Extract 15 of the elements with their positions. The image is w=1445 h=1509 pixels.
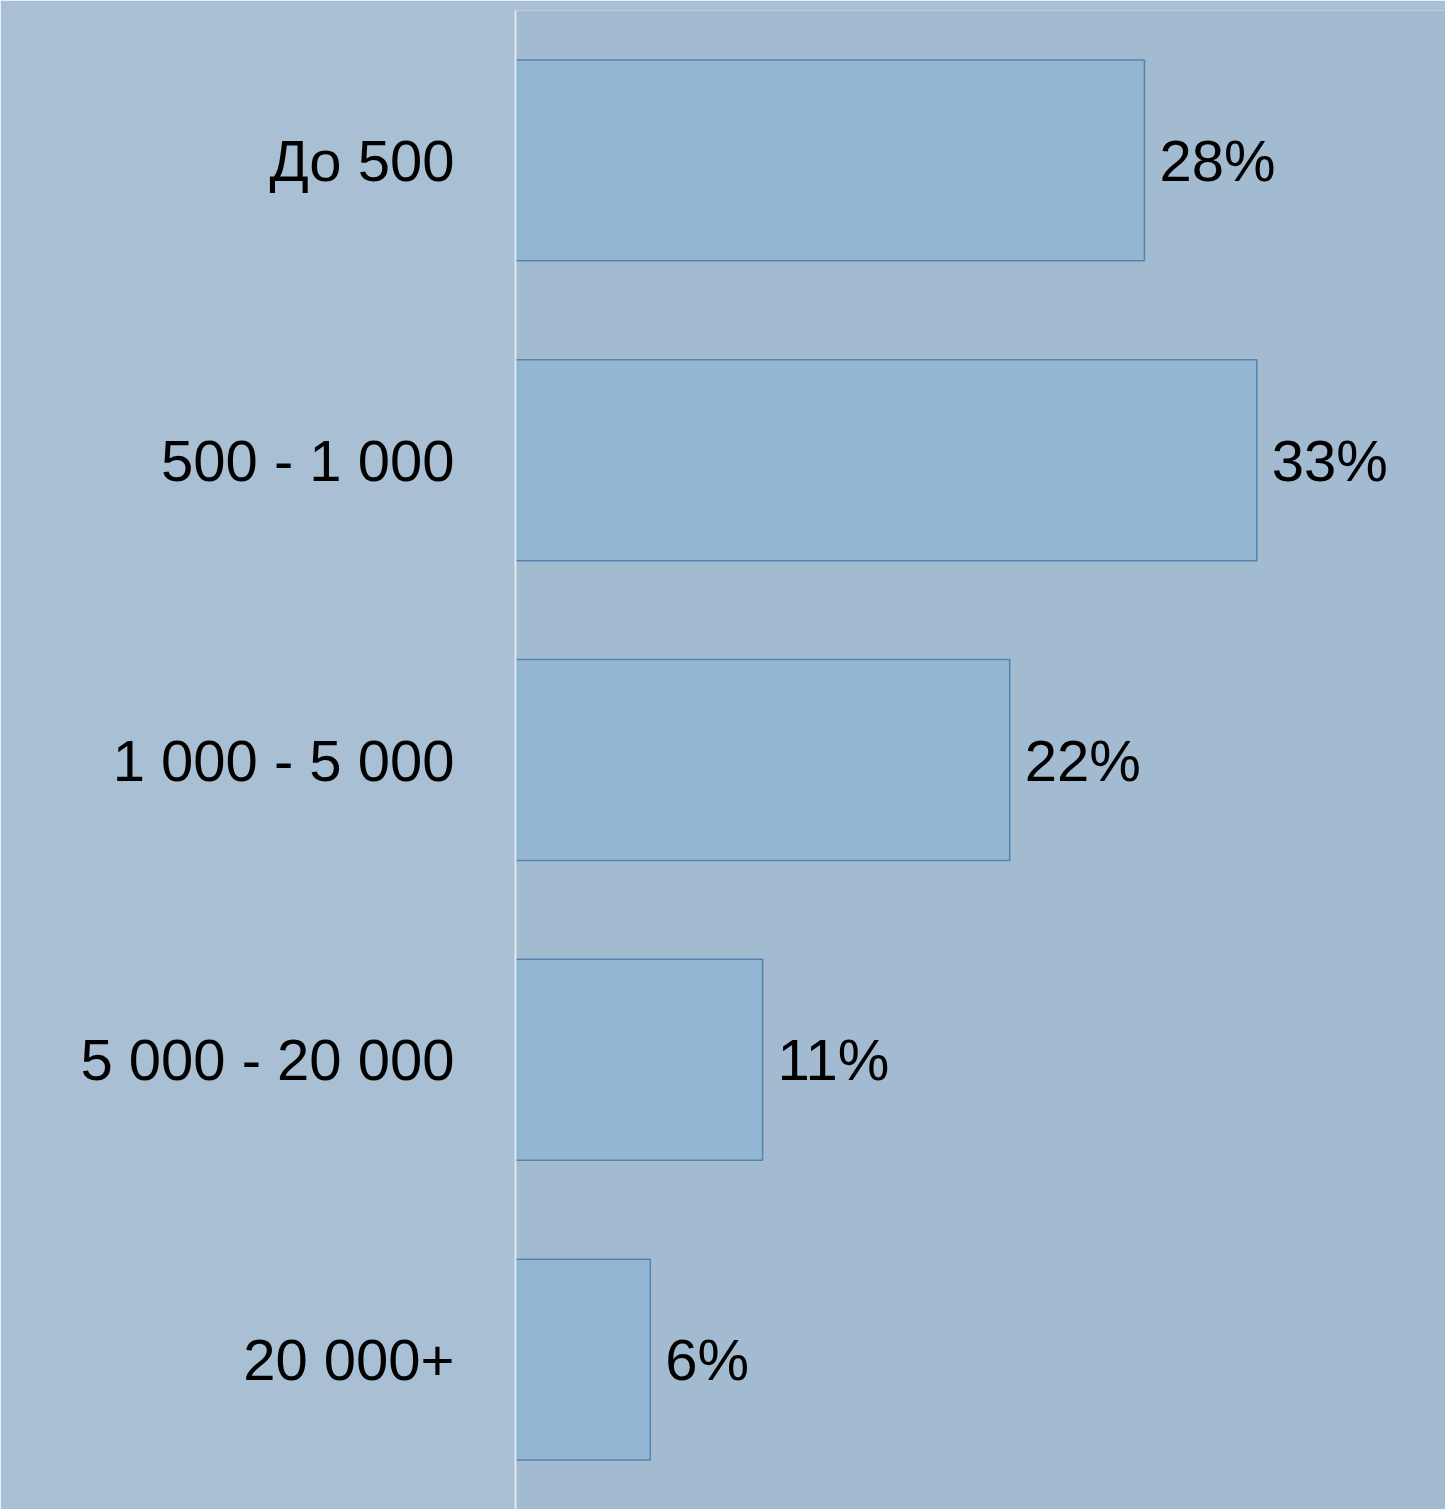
data-label: 33%	[1271, 427, 1388, 493]
data-label: 28%	[1159, 127, 1276, 193]
y-tick-label: 20 000+	[243, 1327, 455, 1393]
bar	[515, 59, 1146, 262]
bar	[515, 958, 764, 1161]
bar	[515, 658, 1011, 862]
y-tick-label: 500 - 1 000	[161, 427, 455, 493]
data-label: 22%	[1024, 727, 1141, 793]
y-tick-label: До 500	[269, 127, 455, 193]
y-tick-label: 5 000 - 20 000	[80, 1027, 455, 1093]
data-label: 11%	[777, 1027, 890, 1093]
bar	[515, 1258, 652, 1461]
y-tick-label: 1 000 - 5 000	[112, 727, 455, 793]
data-label: 6%	[665, 1327, 750, 1393]
bar	[515, 359, 1258, 562]
